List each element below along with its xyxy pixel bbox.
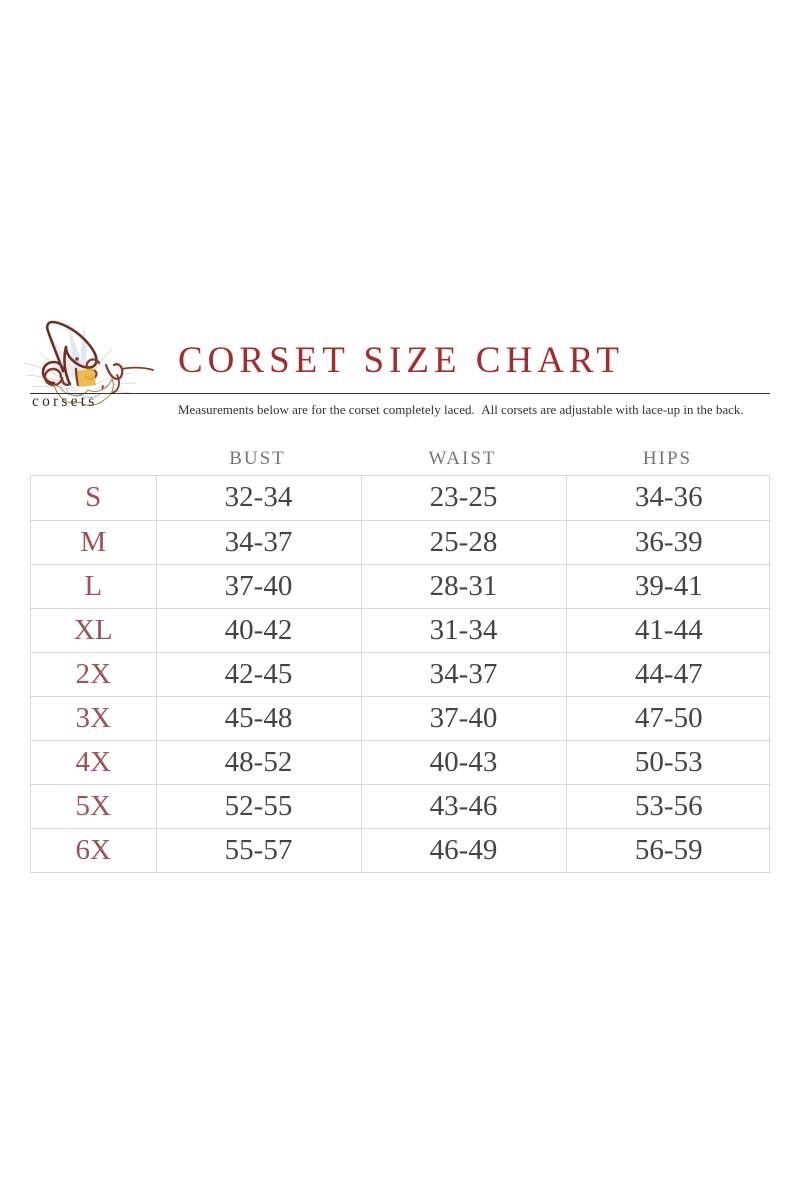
svg-text:corsets: corsets <box>32 393 97 410</box>
